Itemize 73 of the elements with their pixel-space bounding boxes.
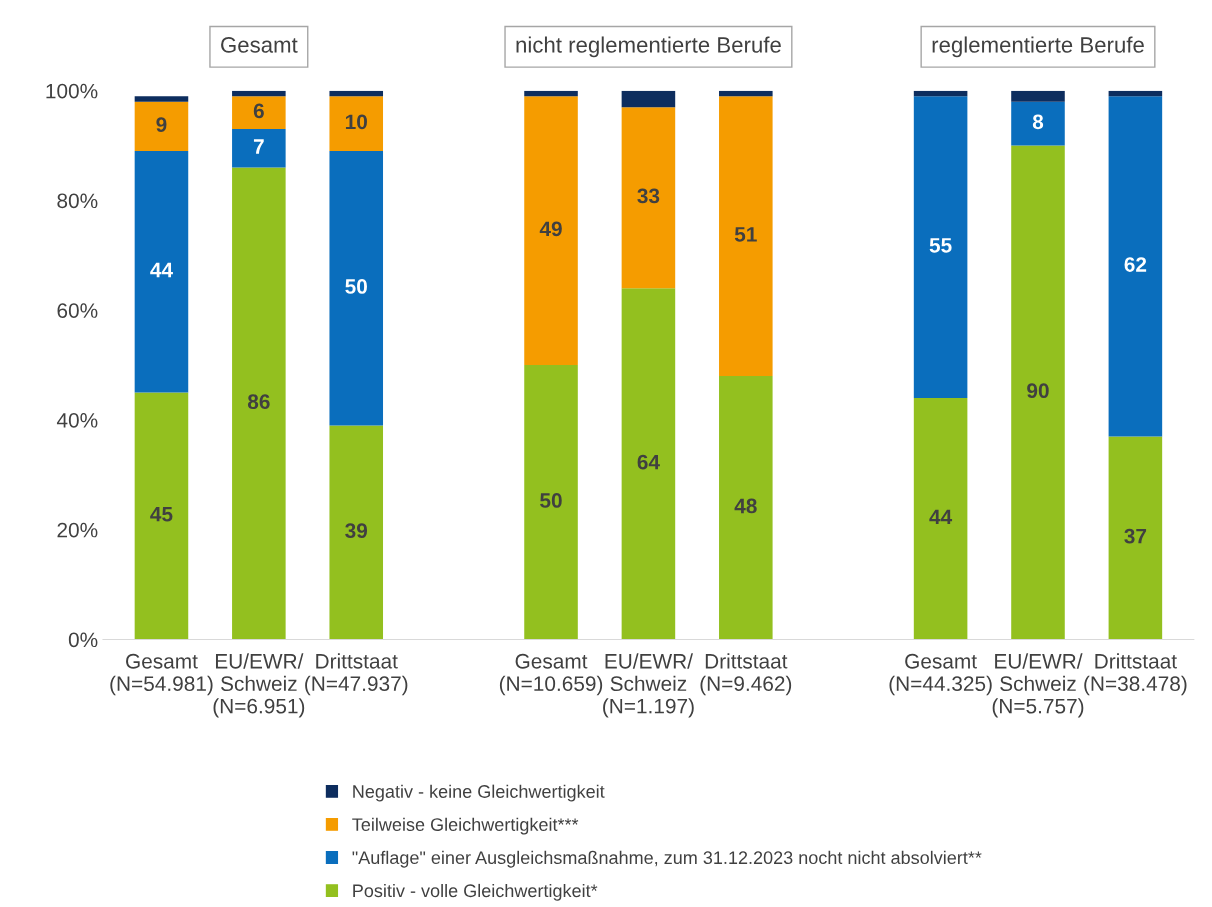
bar <box>232 90 286 97</box>
data-label: 51 <box>734 227 757 242</box>
data-label: 6 <box>253 103 264 119</box>
data-label: 10 <box>345 114 367 130</box>
bar <box>524 90 578 97</box>
data-label: 44 <box>150 262 173 278</box>
data-label: 86 <box>247 394 270 410</box>
bar <box>621 107 676 289</box>
legend-label: Teilweise Gleichwertigkeit*** <box>352 817 579 835</box>
bar <box>232 167 286 640</box>
bar <box>232 129 286 168</box>
data-label: 37 <box>1124 528 1147 544</box>
data-label: 9 <box>156 117 167 132</box>
data-label: 90 <box>1027 383 1049 399</box>
bar <box>913 90 968 97</box>
x-tick-label: Gesamt (N=44.325) <box>889 653 992 696</box>
data-label: 33 <box>637 188 660 204</box>
y-tick-label: 100% <box>46 83 98 99</box>
bar <box>913 397 968 640</box>
data-label: 44 <box>929 509 953 525</box>
bar <box>134 392 189 640</box>
bar <box>1108 90 1163 97</box>
bar <box>719 96 773 377</box>
bar <box>1011 101 1065 146</box>
x-tick-label: Gesamt (N=54.981) <box>110 653 213 696</box>
data-label: 62 <box>1124 257 1147 272</box>
bar <box>329 425 384 640</box>
data-label: 39 <box>345 523 368 539</box>
x-tick-label: Drittstaat (N=47.937) <box>305 653 408 696</box>
bar <box>329 151 384 426</box>
data-label: 64 <box>637 454 660 470</box>
data-label: 49 <box>539 221 562 237</box>
legend-label: Positiv - volle Gleichwertigkeit* <box>353 883 598 901</box>
bar <box>1108 96 1163 437</box>
y-tick-label: 0% <box>68 632 98 648</box>
text: reglementierte Berufe <box>932 36 1144 58</box>
bar <box>621 288 676 640</box>
bar <box>134 96 189 102</box>
text: nicht reglementierte Berufe <box>516 36 781 58</box>
x-tick-label: EU/EWR/ Schweiz (N=1.197) <box>603 653 694 718</box>
bar <box>524 365 578 640</box>
x-tick-label: Drittstaat (N=9.462) <box>700 653 792 696</box>
bar <box>1011 145 1065 640</box>
y-tick-label: 40% <box>56 412 98 428</box>
bar <box>1011 90 1065 102</box>
bar <box>621 90 676 108</box>
x-tick-label: EU/EWR/ Schweiz (N=5.757) <box>992 653 1084 718</box>
bar <box>329 96 384 152</box>
legend-label: "Auflage" einer Ausgleichsmaßnahme, zum 31.12.2023 nocht nicht absolviert** <box>352 850 982 868</box>
data-label: 50 <box>540 493 562 508</box>
bar <box>719 90 773 97</box>
bar <box>134 101 189 152</box>
bar <box>1108 436 1163 640</box>
bar <box>134 151 189 393</box>
data-label: 48 <box>734 498 757 514</box>
bar <box>232 96 286 130</box>
x-tick-label: EU/EWR/ Schweiz (N=6.951) <box>213 653 305 718</box>
bar <box>719 376 773 640</box>
x-tick-label: Drittstaat (N=38.478) <box>1084 653 1187 696</box>
y-tick-label: 60% <box>57 303 98 318</box>
bar <box>329 90 384 97</box>
bar <box>524 96 578 366</box>
data-label: 7 <box>253 139 264 154</box>
y-tick-label: 80% <box>57 193 98 209</box>
data-label: 45 <box>150 507 173 522</box>
x-tick-label: Gesamt (N=10.659) <box>499 653 603 696</box>
bar <box>913 96 968 398</box>
legend-label: Negativ - keine Gleichwertigkeit <box>353 784 605 802</box>
data-label: 50 <box>345 279 367 294</box>
data-label: 55 <box>929 238 952 253</box>
text: Gesamt <box>221 37 298 53</box>
data-label: 8 <box>1032 114 1044 130</box>
y-tick-label: 20% <box>57 522 98 538</box>
